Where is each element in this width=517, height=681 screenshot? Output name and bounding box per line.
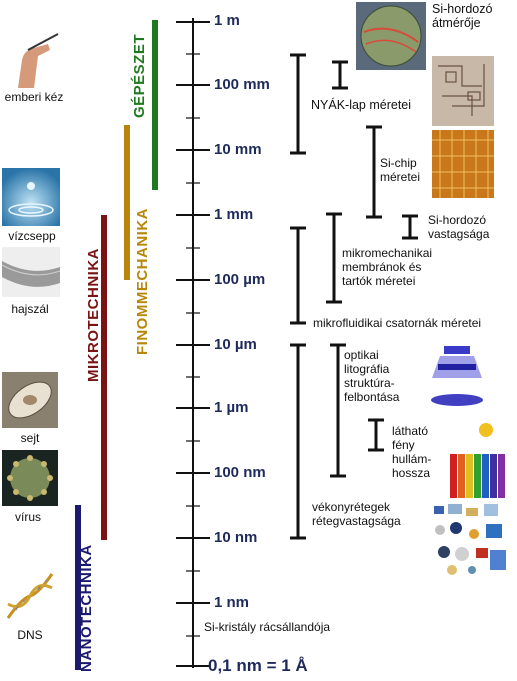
tick-label-100mm: 100 mm (214, 76, 270, 93)
range-label-micromech: mikromechanikai membránok és tartók mére… (342, 246, 433, 288)
tick-label-1um: 1 µm (214, 399, 249, 416)
left-label-hand: emberi kéz (4, 90, 64, 104)
thinfilm-image (430, 500, 510, 578)
left-label-cell: sejt (20, 431, 40, 445)
field-label-microtech: MIKROTECHNIKA (85, 248, 102, 382)
litho-image (426, 344, 488, 410)
range-bars (290, 53, 418, 540)
tick-label-angstrom: 0,1 nm = 1 Å (208, 656, 308, 675)
range-label-chip: Si-chip méretei (380, 156, 421, 184)
field-label-nanotech: NANOTECHNIKA (78, 544, 95, 672)
droplet-image (2, 168, 60, 226)
range-label-wafer-diameter: Si-hordozó átmérője (432, 2, 493, 30)
wafer-image (356, 2, 426, 70)
dna-image (2, 568, 58, 624)
chip-image (432, 130, 494, 198)
left-label-virus: vírus (14, 510, 41, 524)
virus-image (2, 450, 58, 506)
tick-label-1nm: 1 nm (214, 594, 250, 611)
range-label-litho: optikai litográfia struktúra-felbontása (344, 348, 400, 404)
range-label-pcb: NYÁK-lap méretei (311, 98, 412, 112)
range-label-light: látható fény hullám-hossza (392, 424, 432, 480)
field-label-finemech: FINOMMECHANIKA (134, 208, 151, 355)
tick-label-10um: 10 µm (214, 336, 257, 353)
tick-label-10nm: 10 nm (214, 529, 258, 546)
cell-image (2, 372, 58, 428)
range-label-lattice: Si-kristály rácsállandója (204, 620, 331, 634)
left-label-dna: DNS (17, 628, 43, 642)
hand-image (4, 20, 60, 88)
left-label-droplet: vízcsepp (8, 229, 56, 243)
left-label-hair: hajszál (11, 302, 49, 316)
tick-label-1mm: 1 mm (214, 206, 254, 223)
tick-label-100nm: 100 nm (214, 464, 266, 481)
range-label-wafer-thickness: Si-hordozó vastagsága (428, 213, 490, 241)
pcb-image (432, 56, 494, 126)
tick-label-100um: 100 µm (214, 271, 266, 288)
range-label-microfluidic: mikrofluidikai csatornák méretei (313, 316, 482, 330)
field-label-mech: GÉPÉSZET (131, 33, 148, 118)
hair-image (2, 247, 60, 297)
light-image (446, 420, 508, 500)
range-label-thinfilm: vékonyrétegek rétegvastagsága (312, 500, 401, 528)
tick-label-1m: 1 m (214, 12, 240, 29)
tick-label-10mm: 10 mm (214, 141, 262, 158)
